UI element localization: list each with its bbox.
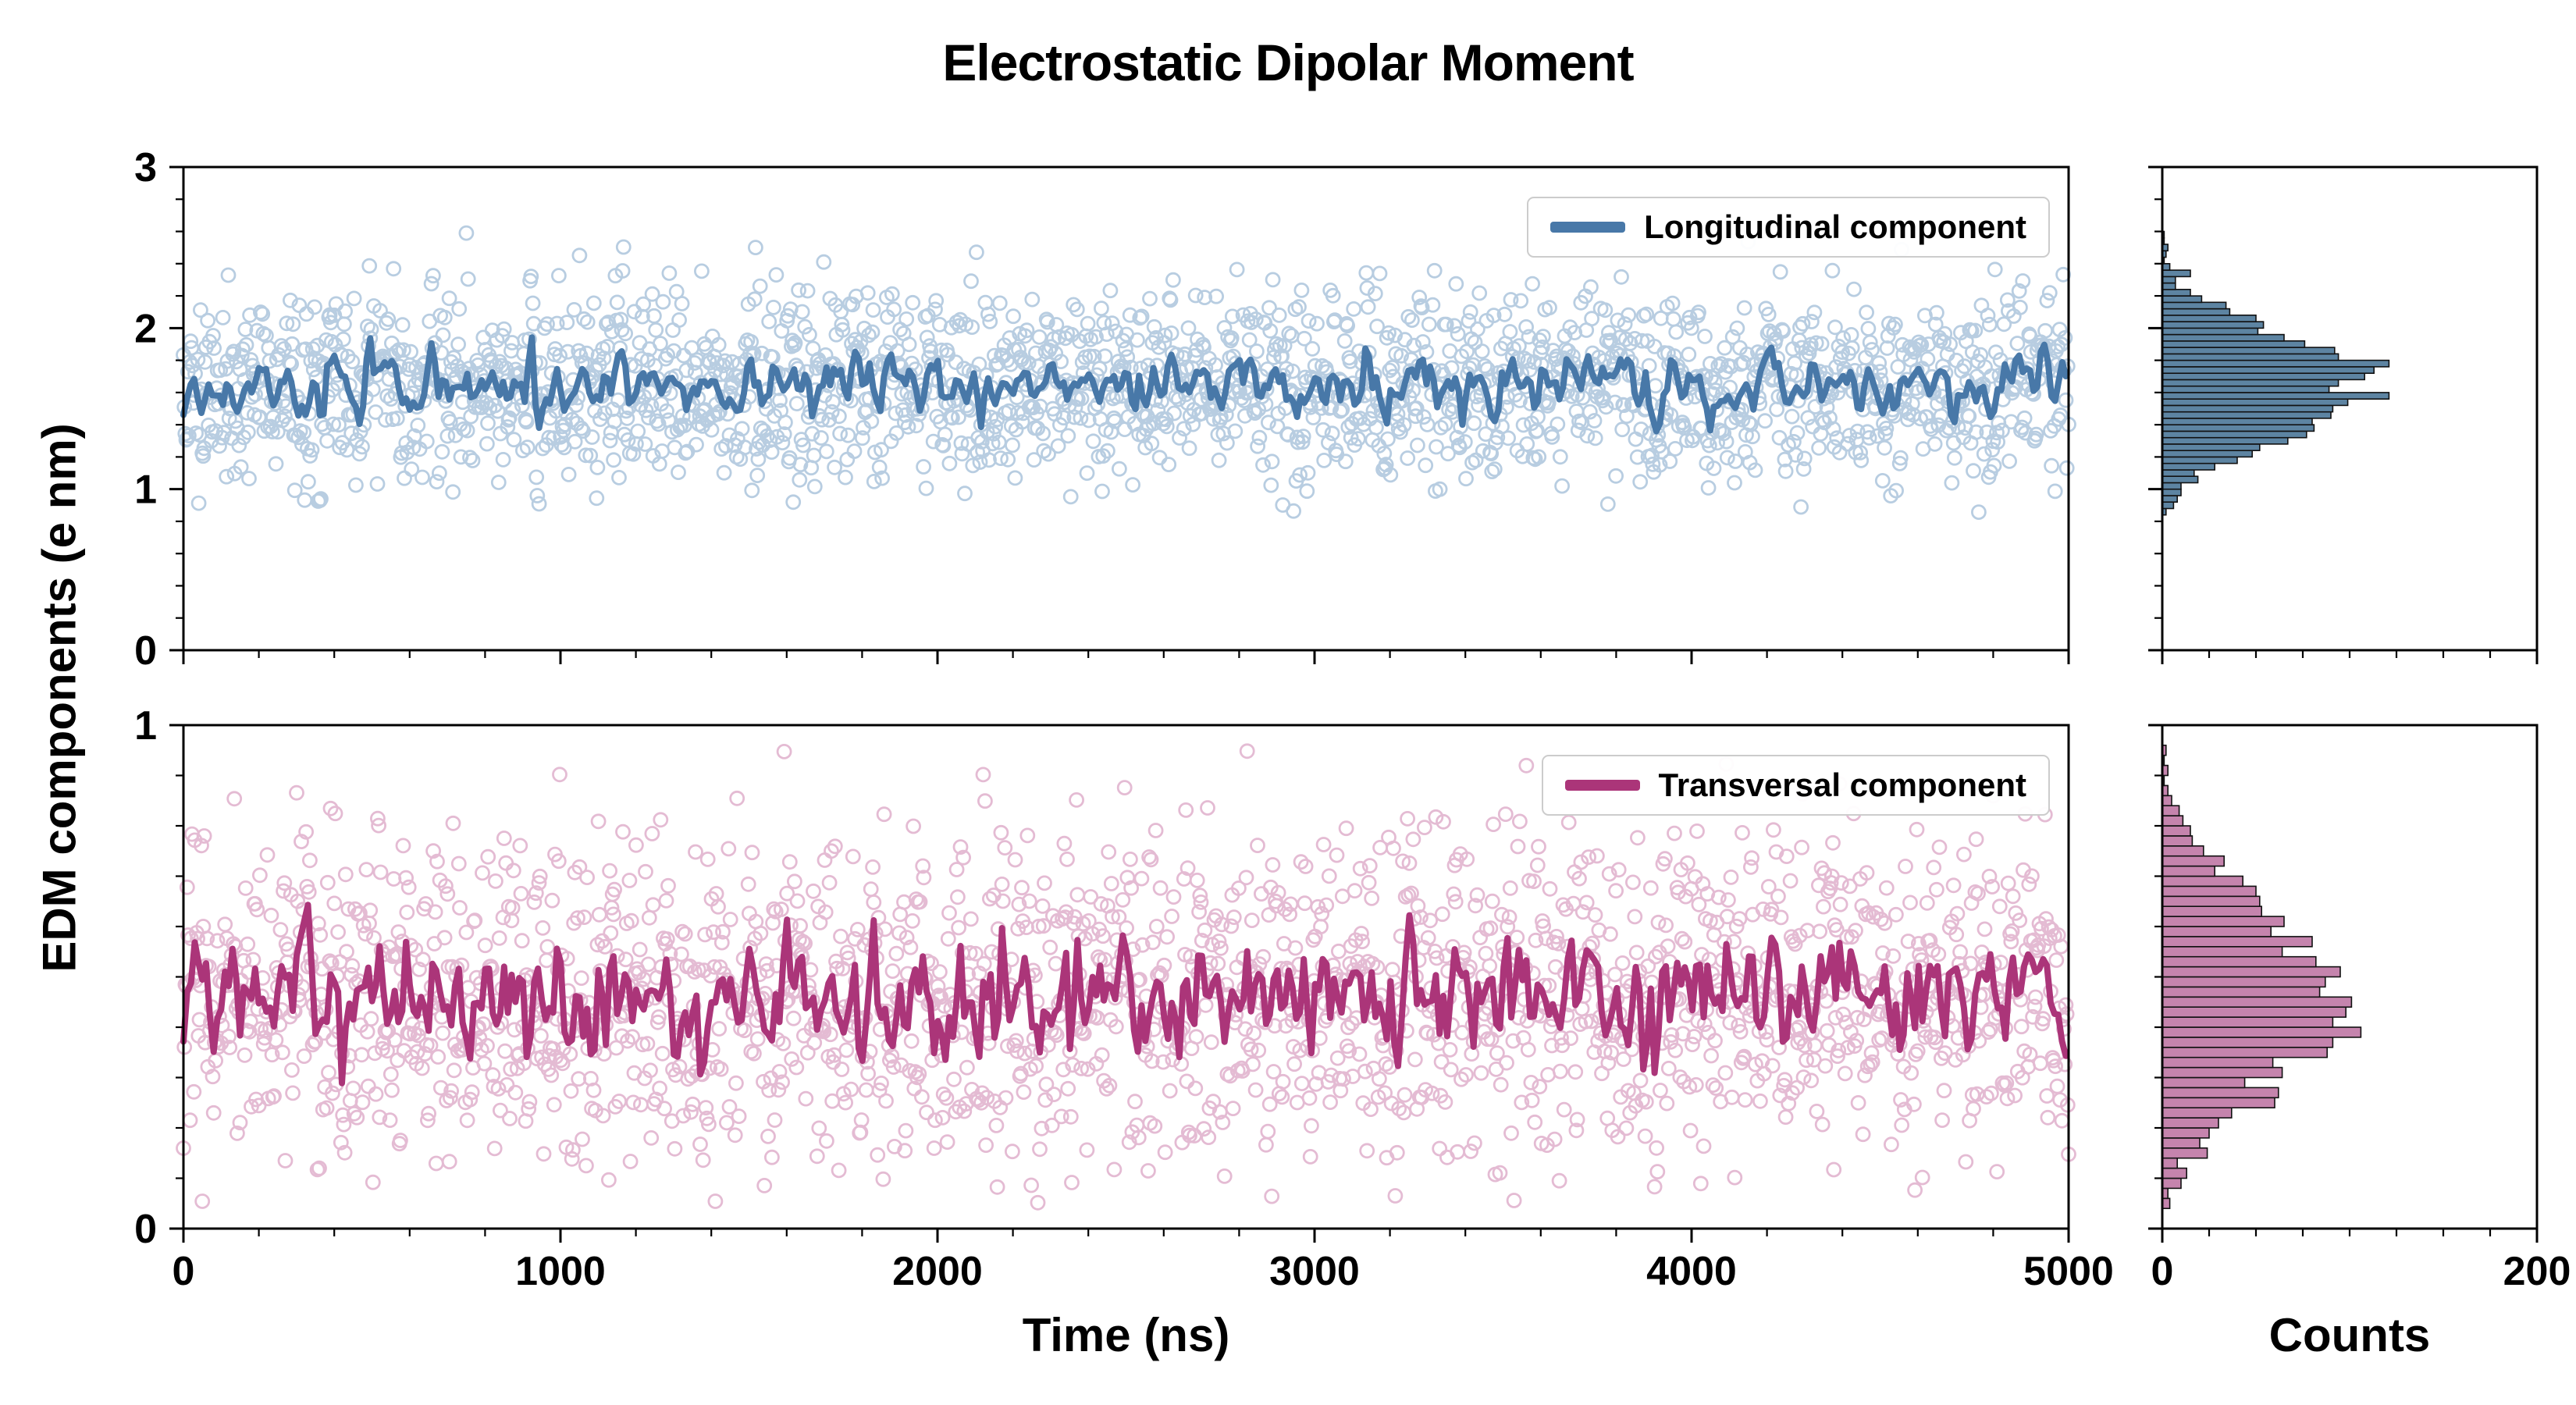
- legend-label-longitudinal: Longitudinal component: [1644, 208, 2026, 245]
- axes-transversal: 0 1000 2000 3000 4000 5000 0 1 0 200: [134, 703, 2571, 1294]
- legend-line-swatch-transversal: [1564, 780, 1640, 791]
- counts-axis-label: Counts: [2268, 1309, 2431, 1361]
- chart-title: Electrostatic Dipolar Moment: [942, 34, 1634, 91]
- svg-text:0: 0: [2151, 1249, 2174, 1294]
- histogram-longitudinal: [2161, 230, 2390, 516]
- svg-text:3: 3: [134, 145, 157, 190]
- svg-text:0: 0: [134, 1207, 157, 1252]
- svg-text:1: 1: [134, 703, 157, 749]
- trend-line-transversal: [180, 902, 2069, 1087]
- x-axis-label: Time (ns): [1022, 1309, 1230, 1361]
- svg-text:3000: 3000: [1269, 1249, 1360, 1294]
- svg-text:4000: 4000: [1646, 1249, 1737, 1294]
- trend-line-longitudinal: [180, 334, 2069, 435]
- legend-label-transversal: Transversal component: [1658, 767, 2027, 803]
- svg-text:2: 2: [134, 306, 157, 351]
- svg-text:0: 0: [134, 628, 157, 674]
- svg-text:0: 0: [173, 1249, 195, 1294]
- svg-text:5000: 5000: [2023, 1249, 2114, 1294]
- legend-line-swatch-longitudinal: [1550, 222, 1626, 233]
- histogram-transversal: [2161, 744, 2362, 1210]
- svg-text:1000: 1000: [515, 1249, 606, 1294]
- svg-text:1: 1: [134, 468, 157, 513]
- y-axis-label: EDM components (e nm): [33, 423, 86, 973]
- svg-text:200: 200: [2503, 1249, 2571, 1294]
- legend-longitudinal: Longitudinal component: [1527, 197, 2050, 258]
- svg-text:2000: 2000: [892, 1249, 983, 1294]
- axes-longitudinal: 0 1 2 3: [134, 145, 2539, 674]
- legend-transversal: Transversal component: [1541, 755, 2050, 816]
